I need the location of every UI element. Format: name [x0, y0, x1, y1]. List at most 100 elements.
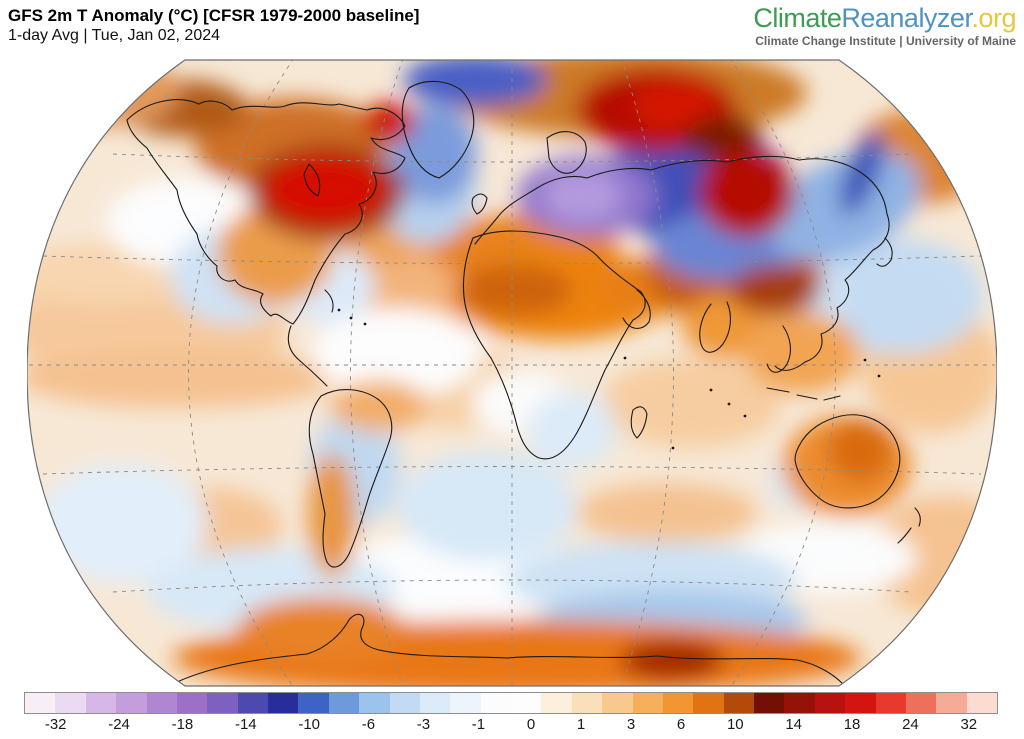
anomaly-blob-sw-corner-cool [37, 463, 207, 583]
colorbar-tick-label: 14 [785, 716, 802, 733]
anomaly-blob-quebec-hot [265, 156, 385, 224]
coast-central-america [287, 325, 328, 387]
colorbar-tick-label: 24 [902, 716, 919, 733]
anomaly-blob-arctic-canada-cold [403, 60, 547, 106]
coast-arabia [622, 289, 651, 329]
colorbar-tick-label: 1 [576, 716, 586, 733]
anomaly-blob-s-atlantic-cool [397, 451, 577, 561]
anomaly-blob-barents-maroon [682, 116, 762, 160]
colorbar-tick-label: -3 [416, 716, 431, 733]
colorbar-segment [116, 693, 147, 713]
coast-eurasia [496, 155, 890, 371]
anomaly-blob-baffin-hot [363, 102, 415, 142]
coast-north-america [126, 99, 406, 325]
map-outline [26, 59, 998, 687]
logo-tagline: Climate Change Institute | University of… [755, 34, 1016, 49]
anomaly-blob-greenland-cold [393, 104, 477, 204]
colorbar-tick-label: -10 [298, 716, 321, 733]
colorbar-labels: -32 -24 -18 -14 -10 -6 -3 -1 0 1 3 6 10 14 18 24 32 [24, 716, 998, 733]
colorbar-segment [936, 693, 967, 713]
anomaly-blob-indian-ocean-warm [602, 358, 782, 448]
coast-antarctica [176, 613, 844, 685]
colorbar-segment [268, 693, 299, 713]
anomaly-blob-mongolia-warm-core [730, 265, 820, 315]
map-subtitle: 1-day Avg | Tue, Jan 02, 2024 [8, 27, 221, 45]
colorbar-segment [632, 693, 663, 713]
coast-hudson-bay [303, 163, 321, 197]
coast-indochina [766, 325, 792, 373]
colorbar-segment [662, 693, 694, 713]
colorbar-segment [875, 693, 906, 713]
coast-indonesia [766, 387, 841, 401]
colorbar-segment [146, 693, 177, 713]
coast-australia [794, 414, 901, 509]
anomaly-blob-s-africa-cool [527, 392, 617, 468]
coast-scandinavia [546, 131, 587, 174]
colorbar-segment [328, 693, 360, 713]
coast-madagascar [630, 406, 648, 439]
map-svg [26, 59, 998, 687]
anomaly-blob-patagonia-warm [308, 454, 356, 578]
site-logo: ClimateReanalyzer.org [753, 4, 1016, 32]
colorbar-tick-label: 18 [843, 716, 861, 733]
map-title: GFS 2m T Anomaly (°C) [CFSR 1979-2000 ba… [8, 6, 420, 25]
colorbar-segment [25, 693, 56, 713]
colorbar-segment [754, 693, 785, 713]
coast-south-america [308, 389, 393, 568]
colorbar-segment [207, 693, 238, 713]
island-dots [337, 308, 881, 450]
colorbar-segment [85, 693, 117, 713]
coast-new-zealand [897, 507, 921, 544]
colorbar-tick-label: 6 [676, 716, 686, 733]
coast-africa [462, 230, 646, 460]
title-block: GFS 2m T Anomaly (°C) [CFSR 1979-2000 ba… [8, 5, 419, 47]
colorbar-segment [55, 693, 86, 713]
anomaly-field [27, 60, 997, 686]
colorbar-tick-label: -24 [108, 716, 130, 733]
colorbar-segment [450, 693, 481, 713]
coastlines [126, 80, 921, 685]
coast-europe-west [474, 217, 498, 245]
colorbar-segment [571, 693, 603, 713]
colorbar [24, 692, 998, 714]
anomaly-blob-sahara-warm-core [457, 264, 573, 316]
colorbar-tick-label: 0 [526, 716, 536, 733]
colorbar-segment [237, 693, 268, 713]
anomaly-blob-white-mid-atlantic [312, 308, 482, 398]
world-anomaly-map [26, 58, 998, 688]
logo-reanalyzer-text: Reanalyzer [841, 3, 972, 33]
colorbar-tick-label: 3 [626, 716, 636, 733]
anomaly-blob-seasia-warm [744, 313, 860, 393]
coast-greenland [401, 80, 475, 179]
anomaly-blob-ne-pacific-cool [814, 238, 984, 354]
anomaly-blob-trade-band-warm [27, 348, 337, 408]
anomaly-blob-antarctic-peninsula-warm [237, 598, 407, 662]
colorbar-segment [511, 693, 542, 713]
colorbar-segment [905, 693, 937, 713]
colorbar-segment [541, 693, 572, 713]
anomaly-blob-scandinavia-cold-core [542, 170, 622, 222]
colorbar-segment [602, 693, 633, 713]
graticule [29, 60, 995, 686]
colorbar-segment [693, 693, 724, 713]
anomaly-blob-w-siberia-hot [699, 149, 795, 237]
anomaly-blob-s-indian-warm [577, 483, 757, 543]
colorbar-tick-label: -6 [361, 716, 376, 733]
colorbar-segment [389, 693, 420, 713]
coast-japan [876, 237, 893, 267]
colorbar-tick-label: -32 [44, 716, 67, 733]
colorbar-segment [359, 693, 390, 713]
anomaly-blob-ne-brazil-warm [331, 380, 427, 432]
colorbar-tick-label: 10 [726, 716, 744, 733]
colorbar-segment [298, 693, 329, 713]
colorbar-segment [814, 693, 846, 713]
colorbar-segment [176, 693, 208, 713]
logo-org-text: .org [971, 3, 1016, 33]
colorbar-segment [845, 693, 876, 713]
coast-india [699, 301, 732, 353]
colorbar-segment [723, 693, 754, 713]
colorbar-segment [480, 693, 511, 713]
colorbar-segment [966, 693, 997, 713]
anomaly-blob-barents-hot-core [633, 82, 717, 130]
